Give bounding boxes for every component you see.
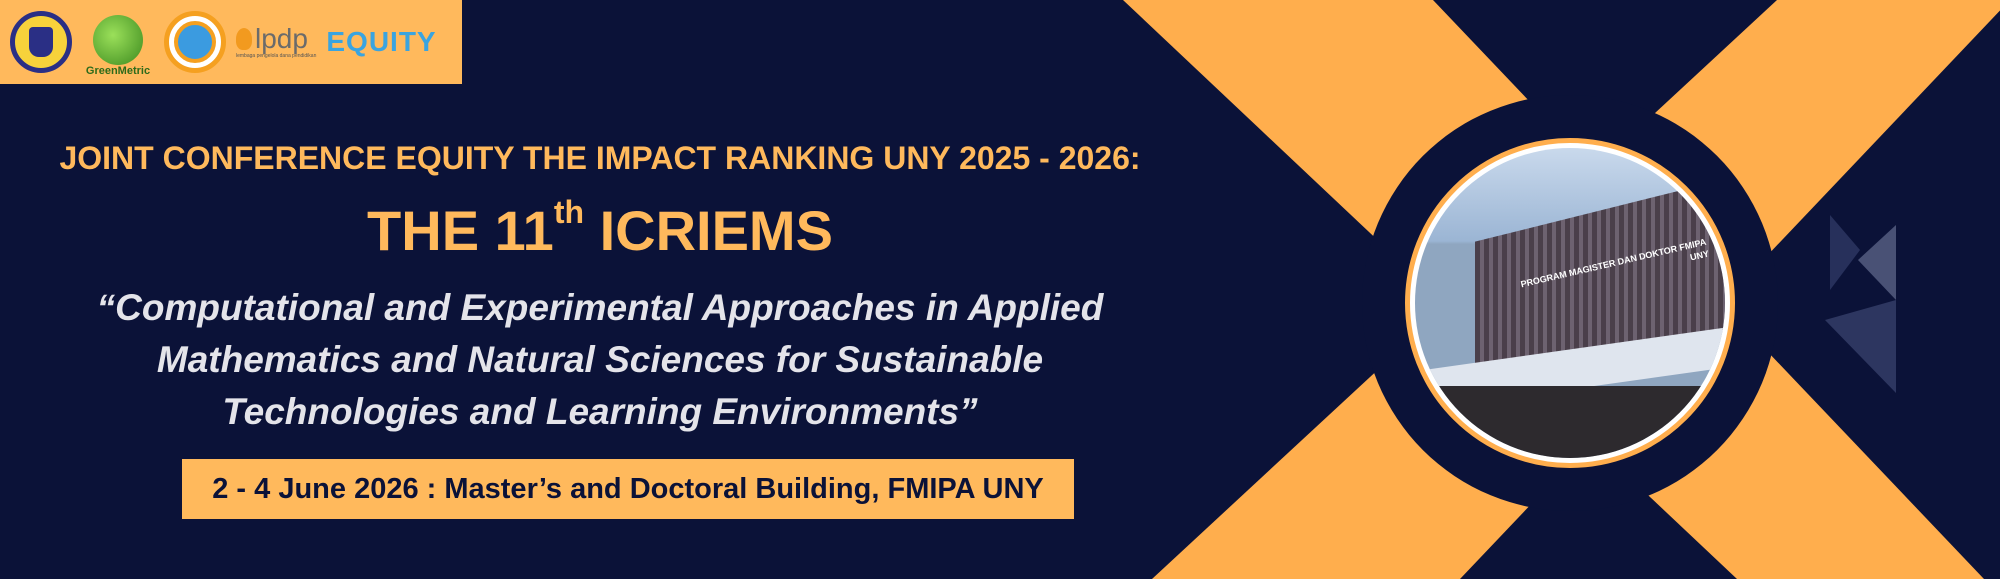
building-photo: PROGRAM MAGISTER DAN DOKTOR FMIPA UNY: [1405, 138, 1735, 468]
lpdp-logo: lpdp lembaga pengelola dana pendidikan: [236, 25, 316, 59]
lpdp-logo-text: lpdp: [255, 23, 308, 54]
conference-theme: “Computational and Experimental Approach…: [60, 282, 1140, 438]
theme-line-2: Mathematics and Natural Sciences for Sus…: [156, 339, 1044, 380]
flame-icon: [236, 28, 252, 50]
theme-line-1: “Computational and Experimental Approach…: [96, 287, 1104, 328]
greenmetric-logo: GreenMetric: [82, 7, 154, 77]
conference-title: THE 11th ICRIEMS: [0, 194, 1200, 263]
diktisaintek-logo: [164, 11, 226, 73]
conference-subtitle: JOINT CONFERENCE EQUITY THE IMPACT RANKI…: [59, 140, 1141, 176]
uny-logo: [10, 11, 72, 73]
theme-line-3: Technologies and Learning Environments”: [222, 391, 978, 432]
lpdp-logo-subtext: lembaga pengelola dana pendidikan: [236, 53, 317, 59]
greenmetric-logo-text: GreenMetric: [85, 65, 151, 77]
decorative-diamonds: [1825, 215, 1896, 393]
title-suffix: ICRIEMS: [584, 199, 833, 262]
sponsor-logo-bar: GreenMetric lpdp lembaga pengelola dana …: [0, 0, 462, 84]
date-location-banner: 2 - 4 June 2026 : Master’s and Doctoral …: [182, 459, 1074, 519]
equity-logo: EQUITY: [326, 26, 437, 57]
title-prefix: THE 11: [367, 199, 554, 262]
title-superscript: th: [553, 194, 585, 230]
